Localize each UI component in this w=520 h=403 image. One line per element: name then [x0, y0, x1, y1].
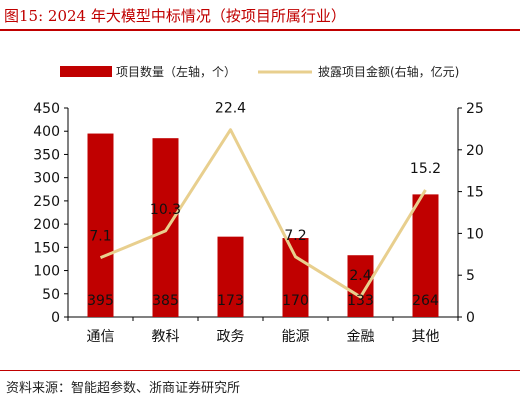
- y-right-tick-label: 0: [466, 310, 475, 326]
- y-right-tick-label: 5: [466, 268, 475, 284]
- figure-title-bar: 图15: 2024 年大模型中标情况（按项目所属行业）: [0, 0, 520, 31]
- x-category-label: 能源: [282, 329, 310, 345]
- bar: [87, 133, 114, 317]
- y-right-tick-label: 25: [466, 101, 484, 117]
- bar: [412, 194, 439, 317]
- x-category-label: 金融: [347, 329, 375, 345]
- figure-title: 图15: 2024 年大模型中标情况（按项目所属行业）: [4, 7, 346, 25]
- line-value-label: 7.1: [89, 229, 111, 245]
- y-right-tick-label: 10: [466, 226, 484, 242]
- bar: [217, 236, 244, 317]
- bar-value-label: 264: [412, 293, 439, 309]
- bar-value-label: 173: [217, 293, 244, 309]
- source-note: 资料来源：智能超参数、浙商证券研究所: [6, 381, 241, 396]
- line-value-label: 2.4: [349, 268, 371, 284]
- y-left-tick-label: 400: [33, 124, 60, 140]
- chart: 项目数量（左轴，个） 披露项目金额(右轴，亿元)05010015020025030…: [33, 64, 484, 345]
- y-left-tick-label: 200: [33, 217, 60, 233]
- legend-line-label: 披露项目金额(右轴，亿元): [318, 64, 459, 79]
- bar-value-label: 133: [347, 293, 374, 309]
- y-left-tick-label: 350: [33, 147, 60, 163]
- y-left-tick-label: 150: [33, 240, 60, 256]
- bar-value-label: 170: [282, 293, 309, 309]
- y-left-tick-label: 0: [51, 310, 60, 326]
- bar: [152, 138, 179, 317]
- line-value-label: 22.4: [215, 101, 246, 117]
- x-category-label: 通信: [87, 329, 115, 345]
- bar: [282, 238, 309, 317]
- legend-bar-label: 项目数量（左轴，个）: [116, 64, 236, 79]
- bar: [347, 255, 374, 317]
- source-divider: [0, 370, 520, 371]
- y-left-tick-label: 450: [33, 101, 60, 117]
- bar-value-label: 395: [87, 293, 114, 309]
- legend-bar-swatch: [60, 66, 112, 77]
- y-left-tick-label: 100: [33, 264, 60, 280]
- title-divider: [0, 29, 520, 31]
- y-left-tick-label: 250: [33, 194, 60, 210]
- y-right-tick-label: 20: [466, 143, 484, 159]
- line-value-label: 10.3: [150, 202, 181, 218]
- x-category-label: 其他: [412, 329, 440, 345]
- x-category-label: 教科: [152, 329, 180, 345]
- line-value-label: 15.2: [410, 161, 441, 177]
- line-series: [99, 128, 427, 299]
- y-left-tick-label: 50: [42, 287, 60, 303]
- x-category-label: 政务: [217, 329, 245, 345]
- line-value-label: 7.2: [284, 228, 306, 244]
- y-right-tick-label: 15: [466, 185, 484, 201]
- bar-value-label: 385: [152, 293, 179, 309]
- y-left-tick-label: 300: [33, 171, 60, 187]
